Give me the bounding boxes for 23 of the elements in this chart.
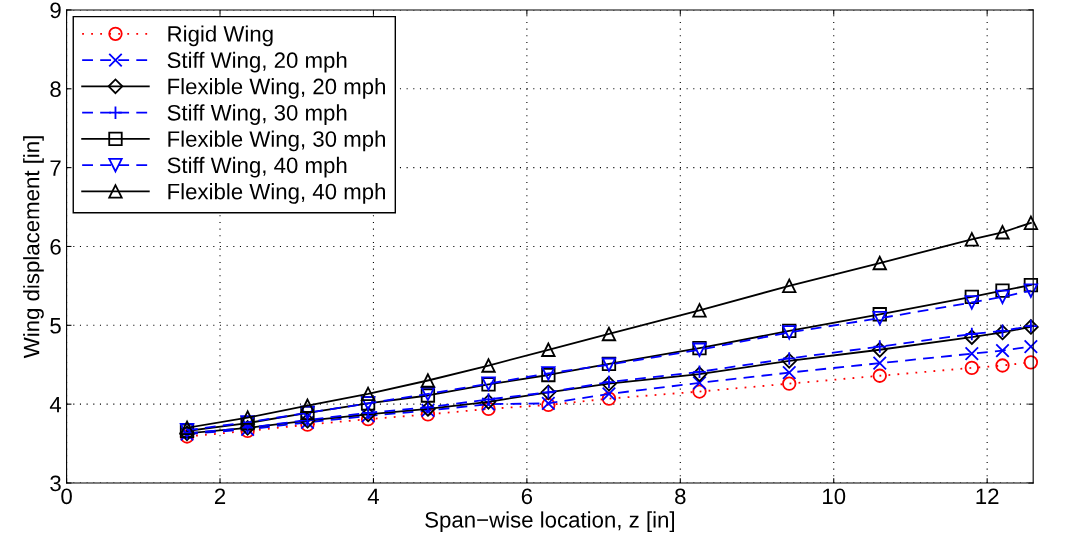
y-tick-label: 9 (50, 2, 61, 19)
legend-label: Rigid Wing (168, 25, 273, 47)
x-tick-label: 8 (675, 488, 686, 505)
y-axis-title: Wing displacement [in] (23, 136, 44, 359)
legend-label: Flexible Wing, 20 mph (168, 78, 385, 99)
x-axis-title: Span−wise location, z [in] (425, 511, 674, 533)
legend-label: Flexible Wing, 40 mph (168, 183, 385, 204)
legend-label: Stiff Wing, 40 mph (167, 156, 347, 178)
x-tick-label: 6 (521, 488, 533, 505)
legend-label: Stiff Wing, 20 mph (167, 51, 347, 73)
y-tick-label: 4 (49, 396, 62, 413)
x-tick-label: 0 (61, 488, 72, 505)
y-tick-label: 7 (50, 160, 61, 176)
x-tick-label: 10 (823, 488, 846, 505)
x-tick-label: 2 (214, 488, 226, 504)
legend-label: Stiff Wing, 30 mph (167, 104, 347, 126)
y-tick-label: 6 (50, 239, 61, 255)
y-tick-label: 8 (50, 81, 61, 98)
legend-label: Flexible Wing, 30 mph (168, 130, 385, 152)
x-tick-label: 12 (976, 488, 999, 504)
y-tick-label: 3 (50, 475, 61, 492)
x-tick-label: 4 (367, 488, 379, 504)
y-tick-label: 5 (50, 318, 61, 334)
